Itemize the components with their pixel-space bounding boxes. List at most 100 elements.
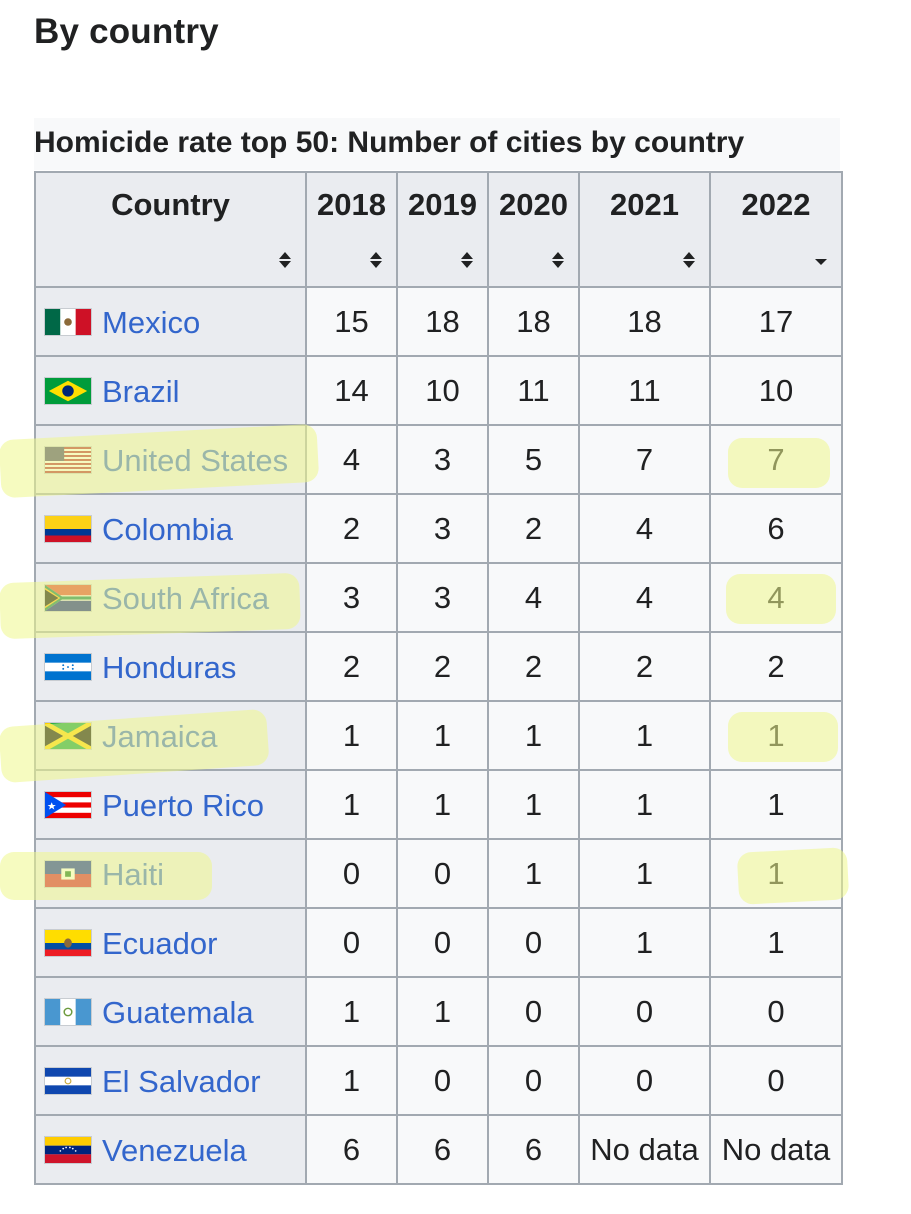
country-link[interactable]: Ecuador [102,925,218,961]
sort-both-icon[interactable] [460,250,474,270]
value-cell-2018: 6 [305,1114,398,1185]
country-link[interactable]: Colombia [102,511,233,547]
table-row: Jamaica 1 1 1 1 1 [34,700,843,771]
value-cell-2022: 10 [709,355,843,426]
value-cell-2019: 1 [396,769,489,840]
country-cell: Puerto Rico [34,769,307,840]
country-cell: Mexico [34,286,307,357]
value-cell-2022: 0 [709,976,843,1047]
value-cell-2020: 18 [487,286,580,357]
country-link[interactable]: Brazil [102,373,180,409]
table-caption: Homicide rate top 50: Number of cities b… [34,118,840,170]
column-header-country[interactable]: Country [34,171,307,288]
honduras-flag-icon [44,653,92,682]
value-cell-2021: 1 [578,769,711,840]
country-cell: Venezuela [34,1114,307,1185]
country-link[interactable]: Guatemala [102,994,254,1030]
country-link[interactable]: Haiti [102,856,165,892]
brazil-flag-icon [44,377,92,406]
value-cell-2018: 3 [305,562,398,633]
country-link[interactable]: South Africa [102,580,270,616]
value-cell-2018: 2 [305,631,398,702]
value-cell-2021: 18 [578,286,711,357]
value-cell-2021: 0 [578,976,711,1047]
homicide-table: Country 2018 2019 2020 2021 2022 [34,171,843,1185]
country-link[interactable]: Jamaica [102,718,218,754]
value-cell-2021: 0 [578,1045,711,1116]
column-header-label: 2019 [408,187,477,222]
table-row: Haiti 0 0 1 1 1 [34,838,843,909]
country-cell: South Africa [34,562,307,633]
country-link[interactable]: Venezuela [102,1132,247,1168]
value-cell-2018: 15 [305,286,398,357]
value-cell-2018: 2 [305,493,398,564]
sort-both-icon[interactable] [551,250,565,270]
value-cell-2018: 14 [305,355,398,426]
value-cell-2022: 1 [709,838,843,909]
column-header-2020[interactable]: 2020 [487,171,580,288]
table-row: Ecuador 0 0 0 1 1 [34,907,843,978]
column-header-2021[interactable]: 2021 [578,171,711,288]
value-cell-2020: 1 [487,700,580,771]
column-header-2019[interactable]: 2019 [396,171,489,288]
value-cell-2020: 11 [487,355,580,426]
value-cell-2019: 10 [396,355,489,426]
column-header-2018[interactable]: 2018 [305,171,398,288]
venezuela-flag-icon [44,1136,92,1165]
column-header-2022[interactable]: 2022 [709,171,843,288]
value-cell-2021: 2 [578,631,711,702]
value-cell-2022: 6 [709,493,843,564]
country-cell: United States [34,424,307,495]
country-link[interactable]: Mexico [102,304,201,340]
section-heading: By country [34,12,219,51]
table-row: Mexico 15 18 18 18 17 [34,286,843,357]
column-header-label: 2020 [499,187,568,222]
country-link[interactable]: Honduras [102,649,237,685]
value-cell-2022: 17 [709,286,843,357]
column-header-label: 2018 [317,187,386,222]
jamaica-flag-icon [44,722,92,751]
table-body: Mexico 15 18 18 18 17 Brazil 14 10 11 11 10 United S… [34,286,843,1185]
value-cell-2019: 0 [396,1045,489,1116]
country-link[interactable]: Puerto Rico [102,787,264,823]
country-link[interactable]: El Salvador [102,1063,261,1099]
country-link[interactable]: United States [102,442,289,478]
value-cell-2018: 0 [305,907,398,978]
value-cell-2019: 3 [396,424,489,495]
value-cell-2021: 1 [578,700,711,771]
value-cell-2019: 6 [396,1114,489,1185]
value-cell-2020: 2 [487,493,580,564]
column-header-label: Country [111,187,230,222]
ecuador-flag-icon [44,929,92,958]
value-cell-2022: 4 [709,562,843,633]
country-cell: Jamaica [34,700,307,771]
value-cell-2021: 1 [578,838,711,909]
country-cell: Honduras [34,631,307,702]
el-salvador-flag-icon [44,1067,92,1096]
value-cell-2019: 3 [396,562,489,633]
country-cell: Colombia [34,493,307,564]
value-cell-2020: 0 [487,907,580,978]
sort-descending-icon[interactable] [814,250,828,270]
sort-both-icon[interactable] [369,250,383,270]
country-cell: Haiti [34,838,307,909]
value-cell-2022: No data [709,1114,843,1185]
value-cell-2020: 2 [487,631,580,702]
value-cell-2019: 0 [396,838,489,909]
value-cell-2020: 0 [487,976,580,1047]
value-cell-2022: 1 [709,907,843,978]
table-row: El Salvador 1 0 0 0 0 [34,1045,843,1116]
value-cell-2022: 2 [709,631,843,702]
puerto-rico-flag-icon [44,791,92,820]
value-cell-2019: 18 [396,286,489,357]
value-cell-2021: 11 [578,355,711,426]
value-cell-2020: 1 [487,769,580,840]
table-row: South Africa 3 3 4 4 4 [34,562,843,633]
mexico-flag-icon [44,308,92,337]
value-cell-2021: 7 [578,424,711,495]
sort-both-icon[interactable] [682,250,696,270]
table-row: Colombia 2 3 2 4 6 [34,493,843,564]
value-cell-2019: 3 [396,493,489,564]
sort-both-icon[interactable] [278,250,292,270]
united-states-flag-icon [44,446,92,475]
